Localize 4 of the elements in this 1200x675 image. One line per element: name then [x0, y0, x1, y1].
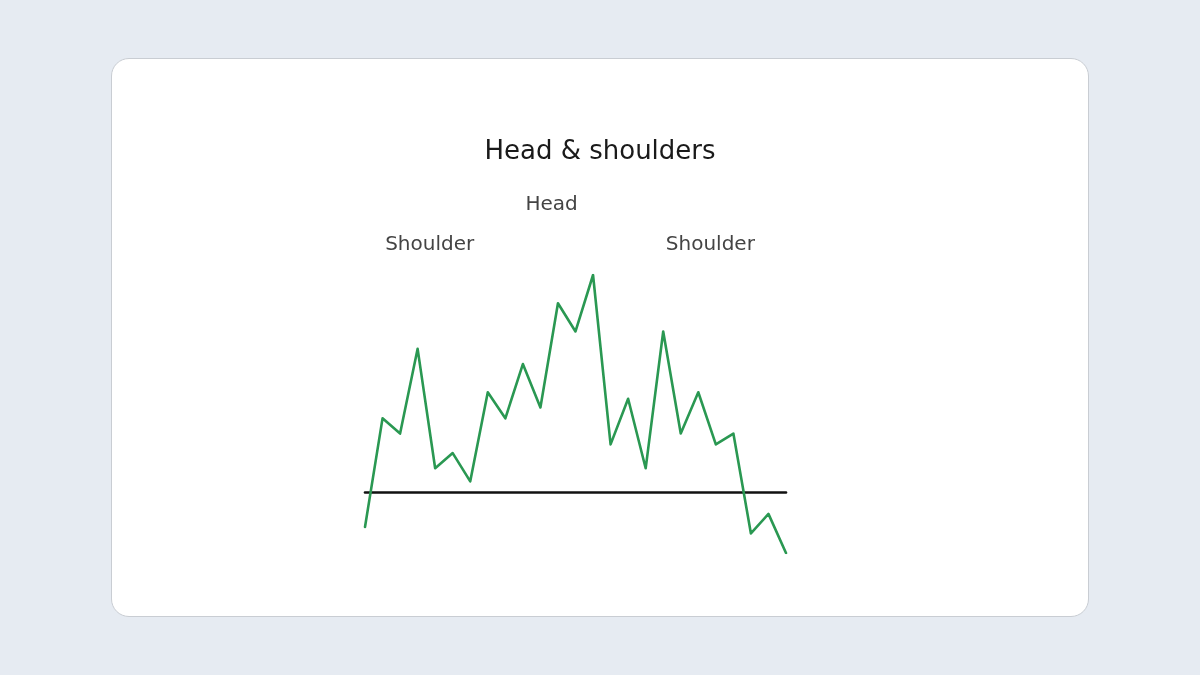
text: Shoulder: [385, 231, 476, 255]
chart-title: Head & shoulders: [484, 135, 716, 165]
text: Shoulder: [665, 231, 756, 255]
text: Head: [525, 191, 578, 215]
